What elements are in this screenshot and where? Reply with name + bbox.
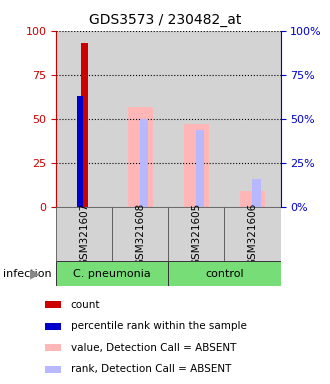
Text: GSM321608: GSM321608 [135, 203, 145, 266]
Bar [128, 107, 153, 207]
Text: ▶: ▶ [30, 267, 40, 280]
FancyBboxPatch shape [45, 323, 61, 329]
FancyBboxPatch shape [45, 344, 61, 351]
Text: GSM321606: GSM321606 [248, 203, 257, 266]
Bar [252, 179, 261, 207]
Bar [112, 207, 168, 261]
Bar [56, 31, 112, 207]
Text: count: count [71, 300, 100, 310]
Text: infection: infection [3, 268, 52, 279]
Bar [140, 119, 148, 207]
Text: value, Detection Call = ABSENT: value, Detection Call = ABSENT [71, 343, 236, 353]
Bar [168, 261, 280, 286]
Bar [56, 261, 168, 286]
Bar [112, 31, 168, 207]
Bar [196, 130, 205, 207]
Bar [168, 207, 224, 261]
Bar [240, 192, 265, 207]
Bar [78, 96, 83, 207]
Bar [224, 207, 280, 261]
Text: GDS3573 / 230482_at: GDS3573 / 230482_at [89, 13, 241, 27]
Bar [224, 31, 280, 207]
Text: control: control [205, 268, 244, 279]
FancyBboxPatch shape [45, 366, 61, 373]
Bar [81, 43, 87, 207]
Text: percentile rank within the sample: percentile rank within the sample [71, 321, 247, 331]
Bar [56, 207, 112, 261]
Text: GSM321607: GSM321607 [79, 203, 89, 266]
Text: GSM321605: GSM321605 [191, 203, 201, 266]
Bar [184, 124, 209, 207]
Bar [168, 31, 224, 207]
Text: rank, Detection Call = ABSENT: rank, Detection Call = ABSENT [71, 364, 231, 374]
Text: C. pneumonia: C. pneumonia [73, 268, 151, 279]
FancyBboxPatch shape [45, 301, 61, 308]
